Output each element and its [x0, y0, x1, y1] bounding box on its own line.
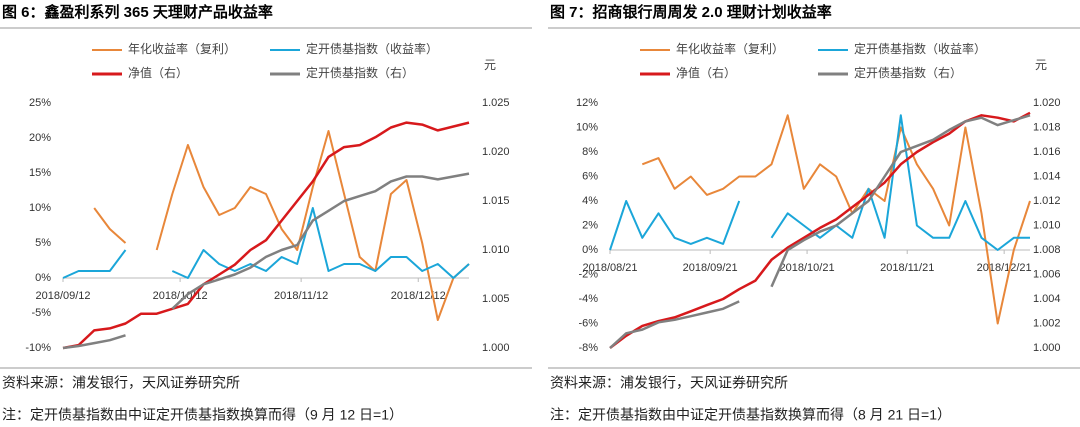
y2-tick-label: 1.015: [482, 195, 510, 207]
legend-label: 年化收益率（复利）: [676, 41, 784, 56]
y-tick-label: -4%: [578, 293, 598, 305]
x-tick-label: 2018/08/21: [582, 262, 637, 274]
y-tick-label: 10%: [29, 202, 51, 214]
y2-tick-label: 1.010: [482, 244, 510, 256]
y2-tick-label: 1.018: [1033, 121, 1061, 133]
footnote: 注：定开债基指数由中证定开债基指数换算而得（9 月 12 日=1）: [2, 407, 403, 423]
y2-tick-label: 1.020: [1033, 97, 1061, 109]
chart-title: 图 7：招商银行周周发 2.0 理财计划收益率: [550, 3, 832, 21]
y-tick-label: 0%: [35, 272, 51, 284]
x-tick-label: 2018/09/12: [35, 290, 90, 302]
x-tick-label: 2018/12/21: [977, 262, 1032, 274]
y2-tick-label: 1.000: [1033, 342, 1061, 354]
y2-unit: 元: [484, 58, 496, 72]
legend-label: 定开债基指数（右）: [306, 65, 414, 80]
y-tick-label: 0%: [582, 244, 598, 256]
y2-tick-label: 1.025: [482, 97, 510, 109]
footnote: 注：定开债基指数由中证定开债基指数换算而得（8 月 21 日=1）: [550, 407, 951, 423]
series-line: [62, 172, 470, 350]
y2-tick-label: 1.002: [1033, 317, 1061, 329]
y2-tick-label: 1.006: [1033, 268, 1061, 280]
series-line: [641, 114, 1031, 325]
y2-tick-label: 1.005: [482, 293, 510, 305]
x-tick-label: 2018/12/12: [391, 290, 446, 302]
legend-label: 年化收益率（复利）: [128, 41, 236, 56]
y-tick-label: -2%: [578, 268, 598, 280]
y2-unit: 元: [1035, 58, 1047, 72]
series-line: [62, 207, 470, 279]
y-tick-label: 25%: [29, 97, 51, 109]
y-tick-label: 20%: [29, 132, 51, 144]
legend-label: 定开债基指数（右）: [854, 65, 962, 80]
y-tick-label: 5%: [35, 237, 51, 249]
y-tick-label: 4%: [582, 195, 598, 207]
x-tick-label: 2018/11/21: [880, 262, 934, 274]
y-tick-label: -8%: [578, 342, 598, 354]
y-tick-label: -6%: [578, 317, 598, 329]
y2-tick-label: 1.004: [1033, 293, 1061, 305]
y-tick-label: 12%: [576, 97, 598, 109]
y-tick-label: 10%: [576, 121, 598, 133]
title-bar: [548, 0, 1080, 27]
legend-label: 定开债基指数（收益率）: [854, 41, 986, 56]
y-tick-label: 8%: [582, 146, 598, 158]
y2-tick-label: 1.014: [1033, 170, 1061, 182]
title-bar: [0, 0, 532, 27]
y2-tick-label: 1.010: [1033, 219, 1061, 231]
y-tick-label: 15%: [29, 167, 51, 179]
legend-label: 定开债基指数（收益率）: [306, 41, 438, 56]
source-note: 资料来源：浦发银行，天风证券研究所: [2, 375, 240, 391]
x-tick-label: 2018/11/12: [274, 290, 328, 302]
y2-tick-label: 1.020: [482, 146, 510, 158]
series-line: [609, 114, 1031, 349]
series-line: [93, 130, 470, 321]
y-tick-label: -10%: [25, 342, 51, 354]
y2-tick-label: 1.008: [1033, 244, 1061, 256]
source-note: 资料来源：浦发银行，天风证券研究所: [550, 375, 788, 391]
chart-title: 图 6：鑫盈利系列 365 天理财产品收益率: [2, 3, 273, 21]
legend-label: 净值（右）: [128, 65, 188, 80]
y-tick-label: -5%: [31, 307, 51, 319]
y2-tick-label: 1.000: [482, 342, 510, 354]
y-tick-label: 6%: [582, 170, 598, 182]
series-line: [62, 121, 470, 350]
x-tick-label: 2018/09/21: [683, 262, 738, 274]
y2-tick-label: 1.016: [1033, 146, 1061, 158]
x-tick-label: 2018/10/21: [780, 262, 835, 274]
y2-tick-label: 1.012: [1033, 195, 1061, 207]
x-tick-label: 2018/10/12: [153, 290, 208, 302]
y-tick-label: 2%: [582, 219, 598, 231]
legend-label: 净值（右）: [676, 65, 736, 80]
